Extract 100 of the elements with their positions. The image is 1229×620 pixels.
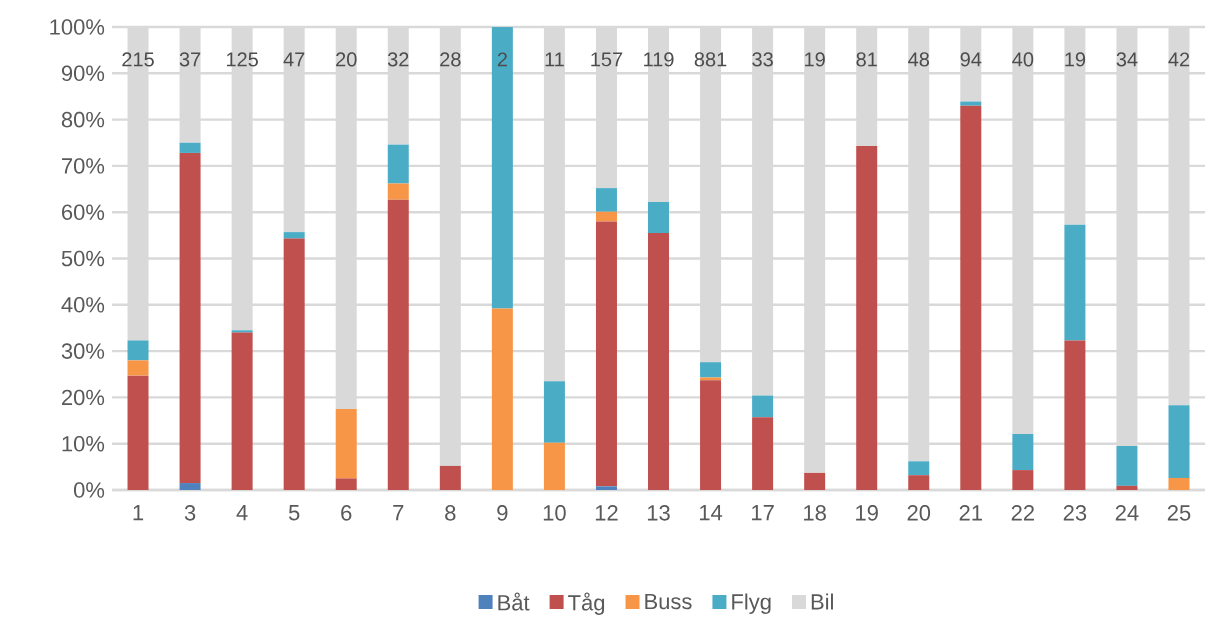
- bar: [439, 465, 461, 490]
- y-tick-label: 90%: [61, 65, 105, 82]
- x-tick-label: 6: [341, 505, 352, 521]
- bar: [700, 362, 722, 378]
- annotation: 32: [387, 52, 409, 67]
- annotation: 28: [440, 52, 461, 67]
- bar: [231, 330, 253, 333]
- bar: [283, 238, 305, 490]
- bar: [1116, 446, 1138, 486]
- legend-label: Buss: [645, 593, 692, 610]
- bar: [700, 377, 722, 381]
- x-tick-label: 13: [647, 505, 670, 521]
- x-tick-label: 10: [543, 505, 566, 521]
- bar: [648, 233, 670, 490]
- annotation: 157: [591, 52, 623, 67]
- bar: [387, 183, 409, 200]
- bar: [804, 472, 826, 490]
- y-tick-label: 80%: [61, 111, 105, 128]
- annotation: 47: [283, 52, 305, 67]
- x-tick-label: 3: [184, 505, 196, 521]
- annotation: 34: [1116, 52, 1138, 67]
- bar: [1012, 470, 1034, 490]
- bar: [752, 395, 774, 418]
- x-tick-label: 4: [236, 505, 248, 521]
- bar: [1168, 405, 1190, 478]
- bar: [1064, 224, 1086, 341]
- y-tick-label: 40%: [61, 297, 105, 313]
- bar: [648, 202, 670, 234]
- bar: [491, 26, 513, 309]
- bar: [1116, 485, 1138, 490]
- bar: [595, 188, 617, 212]
- bar: [595, 211, 617, 222]
- annotation: 19: [1065, 52, 1086, 67]
- bar: [543, 381, 565, 443]
- x-tick-label: 18: [804, 505, 826, 521]
- annotation: 94: [960, 52, 982, 67]
- y-tick-label: 100%: [50, 19, 105, 35]
- bar: [335, 408, 357, 479]
- x-tick-label: 25: [1167, 505, 1191, 521]
- bar: [700, 380, 722, 490]
- annotation: 215: [122, 52, 154, 67]
- bar: [491, 308, 513, 490]
- y-tick-label: 10%: [62, 435, 105, 452]
- bar: [1064, 340, 1086, 490]
- bar: [127, 375, 149, 490]
- x-tick-label: 12: [595, 505, 618, 521]
- bar: [1012, 433, 1034, 471]
- annotation: 48: [908, 52, 930, 67]
- y-tick-label: 60%: [62, 204, 105, 220]
- annotation: 881: [694, 52, 727, 67]
- y-tick-label: 20%: [62, 389, 105, 406]
- x-tick-label: 5: [288, 505, 300, 521]
- annotation: 40: [1012, 52, 1034, 67]
- x-tick-label: 9: [497, 505, 508, 521]
- legend-label: Båt: [498, 592, 530, 611]
- bar: [387, 144, 409, 184]
- bar: [960, 105, 982, 490]
- bar: [543, 442, 565, 490]
- annotation: 33: [752, 52, 773, 67]
- bar: [595, 486, 617, 490]
- bar: [908, 475, 930, 490]
- x-tick-label: 1: [133, 505, 144, 521]
- bar: [856, 145, 878, 490]
- bar: [283, 232, 305, 239]
- annotation: 19: [805, 52, 825, 67]
- x-tick-label: 8: [445, 505, 456, 521]
- y-tick-label: 30%: [61, 343, 105, 359]
- bar: [752, 417, 774, 490]
- bar: [127, 340, 149, 361]
- annotation: 2: [497, 52, 507, 67]
- legend-label: Bil: [811, 593, 833, 610]
- x-tick-label: 17: [752, 505, 774, 521]
- x-tick-label: 23: [1063, 505, 1087, 521]
- y-tick-label: 0%: [73, 482, 105, 498]
- x-tick-label: 7: [393, 505, 404, 521]
- bar: [179, 142, 201, 153]
- bar: [335, 478, 357, 490]
- x-tick-label: 24: [1115, 505, 1139, 521]
- annotation: 125: [226, 52, 258, 67]
- bar: [908, 461, 930, 476]
- y-tick-label: 50%: [61, 250, 105, 267]
- legend-label: Tåg: [568, 592, 605, 615]
- y-tick-label: 70%: [62, 158, 105, 174]
- bar: [1168, 477, 1190, 490]
- x-tick-label: 14: [699, 505, 723, 521]
- annotation: 119: [644, 52, 674, 67]
- annotation: 37: [179, 52, 201, 67]
- bar: [179, 152, 201, 484]
- x-tick-label: 19: [856, 505, 878, 521]
- bar: [595, 221, 617, 487]
- annotation: 42: [1168, 52, 1190, 67]
- bar: [387, 199, 409, 490]
- x-tick-label: 21: [959, 505, 982, 521]
- legend-label: Flyg: [732, 593, 771, 614]
- x-tick-label: 20: [907, 505, 931, 521]
- bar: [960, 101, 982, 106]
- bar: [127, 360, 149, 376]
- bar: [179, 483, 201, 490]
- x-tick-label: 22: [1011, 505, 1034, 521]
- annotation: 11: [545, 52, 564, 67]
